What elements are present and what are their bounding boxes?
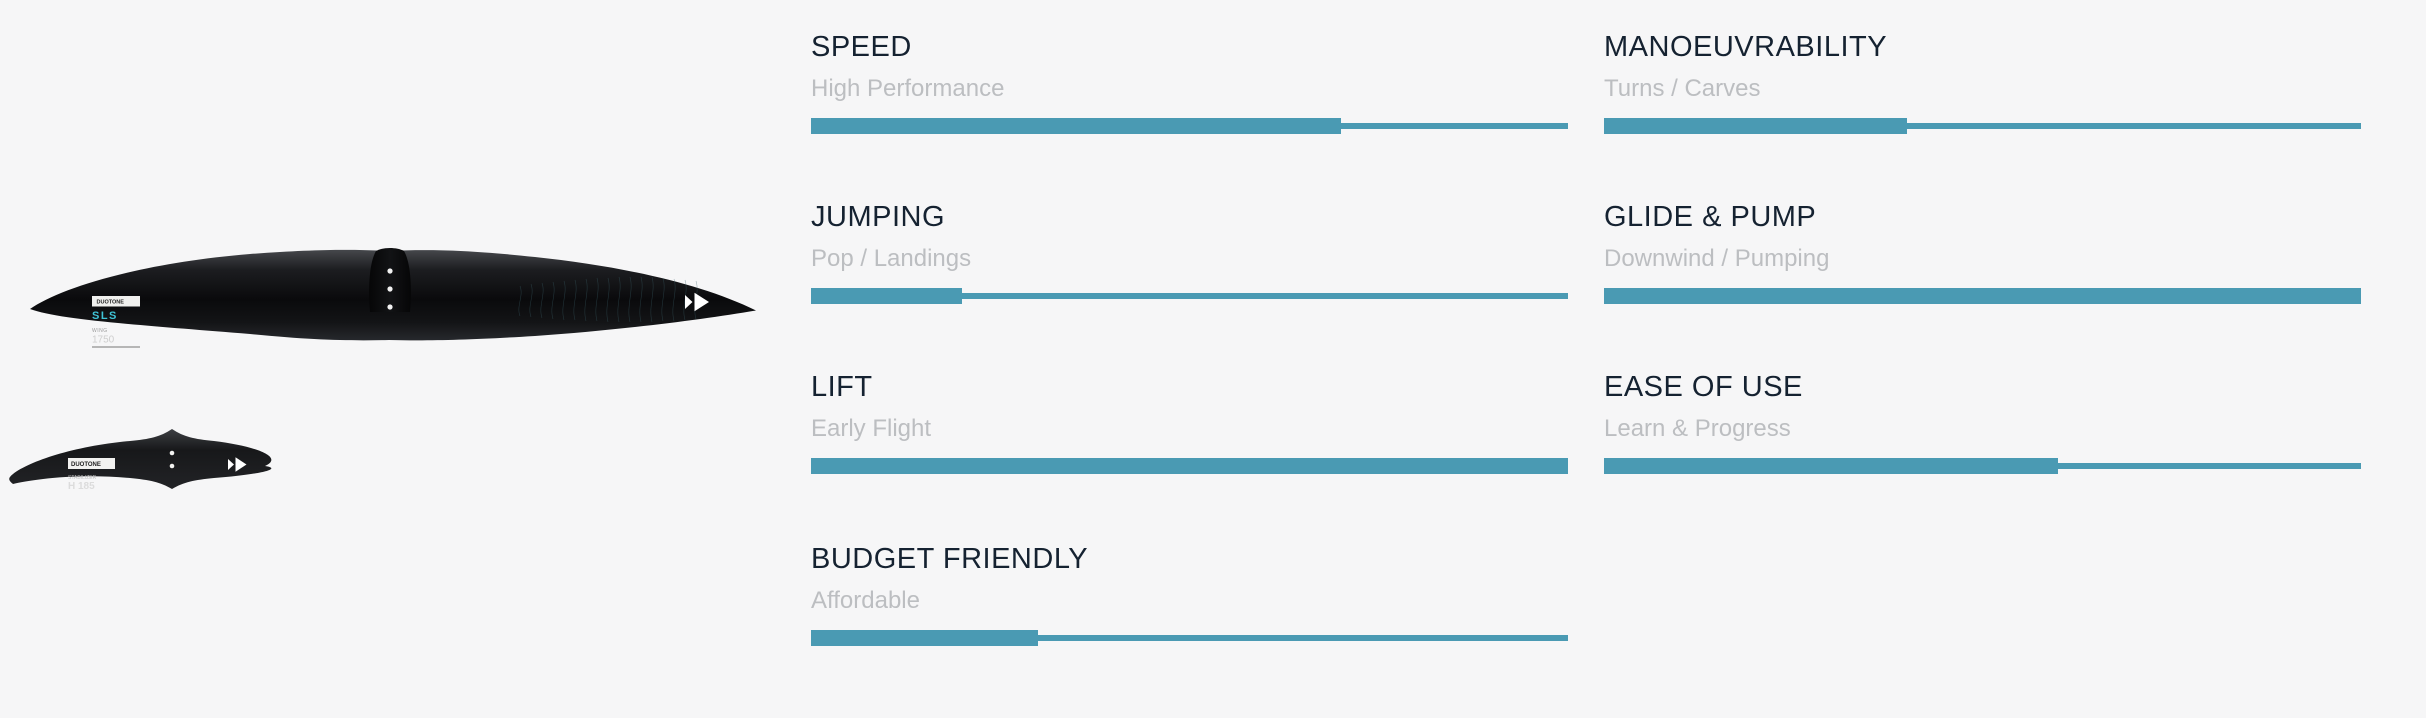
svg-text:DUOTONE: DUOTONE <box>71 462 101 468</box>
svg-text:SLS: SLS <box>92 310 118 322</box>
svg-text:1750: 1750 <box>92 335 115 346</box>
svg-text:DUOTONE: DUOTONE <box>97 300 125 306</box>
svg-text:WING: WING <box>92 328 108 334</box>
svg-text:H 185: H 185 <box>68 481 95 492</box>
